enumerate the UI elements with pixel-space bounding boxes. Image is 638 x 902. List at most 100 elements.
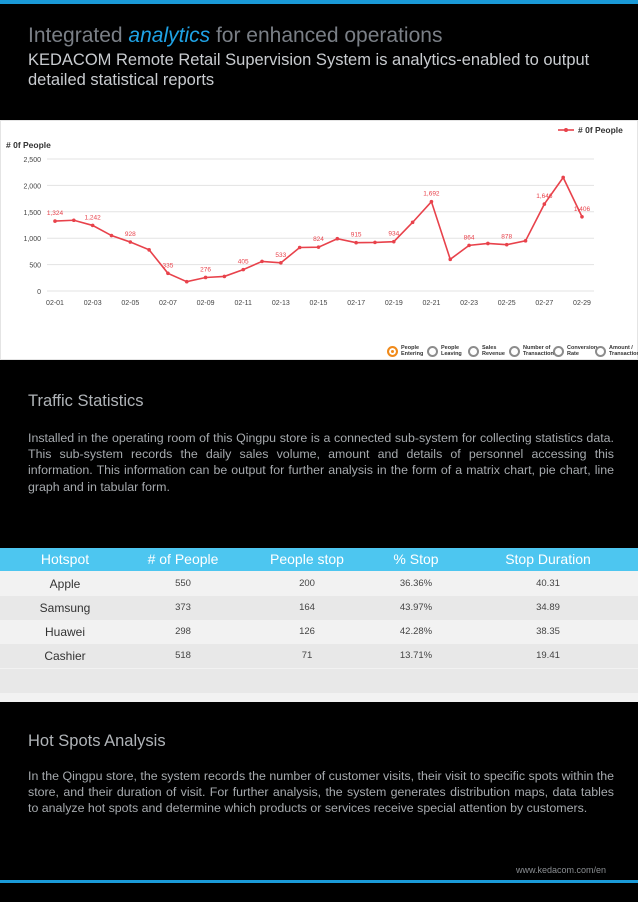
- radio-circle-icon: [509, 345, 520, 357]
- data-point: [222, 274, 227, 279]
- data-label: 1,242: [85, 214, 102, 221]
- radio-circle-icon: [595, 345, 606, 357]
- radio-circle-icon: [553, 345, 564, 357]
- data-point: [467, 243, 471, 248]
- data-label: 1,692: [423, 191, 440, 198]
- data-point: [297, 245, 302, 250]
- table-row: Huawei 298 126 42.28% 38.35: [0, 620, 638, 644]
- table-cell: 373: [175, 602, 191, 613]
- table-cell: 200: [299, 578, 315, 589]
- data-label: 533: [275, 252, 286, 259]
- table-cell: 71: [301, 650, 313, 661]
- data-label: 1,324: [47, 210, 64, 217]
- chart-metric-button[interactable]: Sales Revenue: [468, 341, 505, 361]
- table-cell: 38.35: [536, 626, 560, 637]
- traffic-title: Traffic Statistics: [28, 392, 144, 410]
- hotspots-title: Hot Spots Analysis: [28, 732, 166, 750]
- chart-metric-button[interactable]: Conversion Rate: [553, 341, 597, 361]
- chart-metric-button[interactable]: People Leaving: [427, 341, 462, 361]
- headline-pre: Integrated: [28, 24, 129, 47]
- headline-post: for enhanced operations: [210, 24, 443, 47]
- x-tick-label: 02-27: [535, 300, 553, 307]
- x-tick-label: 02-17: [347, 300, 365, 307]
- traffic-body: Installed in the operating room of this …: [28, 431, 614, 494]
- x-tick-label: 02-11: [235, 300, 252, 307]
- x-tick-label: 02-01: [46, 300, 64, 307]
- chart-metric-button-label: People Leaving: [441, 345, 462, 357]
- footer-url[interactable]: www.kedacom.com/en: [516, 865, 607, 875]
- data-point: [128, 240, 133, 244]
- data-label: 276: [200, 266, 211, 273]
- header-subtitle: KEDACOM Remote Retail Supervision System…: [28, 51, 590, 89]
- bottom-accent-bar: [0, 880, 638, 883]
- y-tick-label: 2,500: [23, 157, 41, 164]
- table-row: Samsung 373 164 43.97% 34.89: [0, 596, 638, 620]
- radio-circle-icon: [427, 345, 438, 357]
- y-tick-label: 500: [29, 263, 41, 270]
- table-cell: 126: [299, 626, 315, 637]
- table-cell: Samsung: [39, 601, 91, 615]
- x-tick-label: 02-15: [310, 300, 328, 307]
- table-header-cell: Stop Duration: [505, 551, 591, 567]
- x-tick-label: 02-21: [422, 300, 440, 307]
- data-point: [561, 175, 565, 180]
- y-tick-label: 2,000: [23, 183, 41, 190]
- table-cell: 42.28%: [399, 626, 433, 637]
- table-header-cell: # of People: [147, 551, 219, 567]
- chart-metric-button[interactable]: People Entering: [387, 341, 423, 361]
- data-label: 915: [351, 232, 362, 239]
- chart-metric-button-label: Conversion Rate: [567, 345, 598, 357]
- legend-marker: [564, 128, 568, 132]
- chart-metric-button-label: Number of Transactions: [523, 345, 557, 357]
- table-header-cell: Hotspot: [40, 551, 90, 567]
- data-point: [486, 241, 490, 246]
- chart-metric-button-label: People Entering: [401, 345, 424, 357]
- table-cell: 34.89: [536, 602, 560, 613]
- y-axis-label: # 0f People: [6, 140, 51, 150]
- data-label: 928: [125, 231, 136, 238]
- chart-metric-button[interactable]: Number of Transactions: [509, 341, 557, 361]
- table-cell: 43.97%: [399, 602, 433, 613]
- top-accent-bar: [0, 0, 638, 4]
- data-point: [279, 261, 283, 265]
- table-cell: 40.31: [536, 578, 560, 589]
- table-cell: 164: [299, 602, 315, 613]
- table-cell: 19.41: [536, 650, 560, 661]
- table-row: Apple 550 200 36.36% 40.31: [0, 572, 638, 596]
- data-label: 405: [238, 259, 249, 266]
- table-cell: 550: [175, 578, 191, 589]
- table-row-empty: [0, 669, 638, 693]
- table-header-cell: % Stop: [393, 551, 439, 567]
- legend-label: # 0f People: [578, 125, 623, 135]
- radio-circle-icon: [387, 345, 398, 357]
- data-point: [53, 219, 57, 223]
- headline: Integrated analytics for enhanced operat…: [28, 22, 628, 49]
- chart-metric-button[interactable]: Amount / Transaction: [595, 341, 638, 361]
- data-label: 934: [388, 231, 399, 238]
- radio-circle-icon: [468, 345, 479, 357]
- hotspots-body: In the Qingpu store, the system records …: [28, 769, 614, 816]
- data-point: [147, 248, 151, 252]
- table-cell: Huawei: [44, 625, 86, 639]
- y-tick-label: 0: [37, 289, 41, 296]
- data-label: 824: [313, 236, 324, 243]
- page-header: Integrated analytics for enhanced operat…: [28, 22, 628, 90]
- chart-panel: # 0f People 0 500 1,000 1,500 2,000 2,500 02-01…: [0, 120, 638, 360]
- table-cell: 13.71%: [399, 650, 433, 661]
- table-cell: Apple: [49, 577, 81, 591]
- table-header: Hotspot # of People People stop % Stop Stop …: [0, 548, 638, 571]
- data-label: 1,406: [574, 206, 591, 213]
- x-tick-label: 02-29: [573, 300, 591, 307]
- x-tick-label: 02-03: [84, 300, 102, 307]
- x-tick-label: 02-05: [121, 300, 139, 307]
- chart-metric-button-label: Sales Revenue: [482, 345, 505, 357]
- data-point: [542, 202, 547, 206]
- data-point: [429, 199, 434, 204]
- data-label: 1,646: [536, 193, 553, 200]
- data-point: [166, 271, 170, 276]
- data-point: [410, 220, 415, 225]
- table-header-cell: People stop: [270, 551, 344, 567]
- x-tick-label: 02-25: [498, 300, 516, 307]
- data-label: 335: [162, 262, 173, 269]
- data-point: [184, 279, 189, 284]
